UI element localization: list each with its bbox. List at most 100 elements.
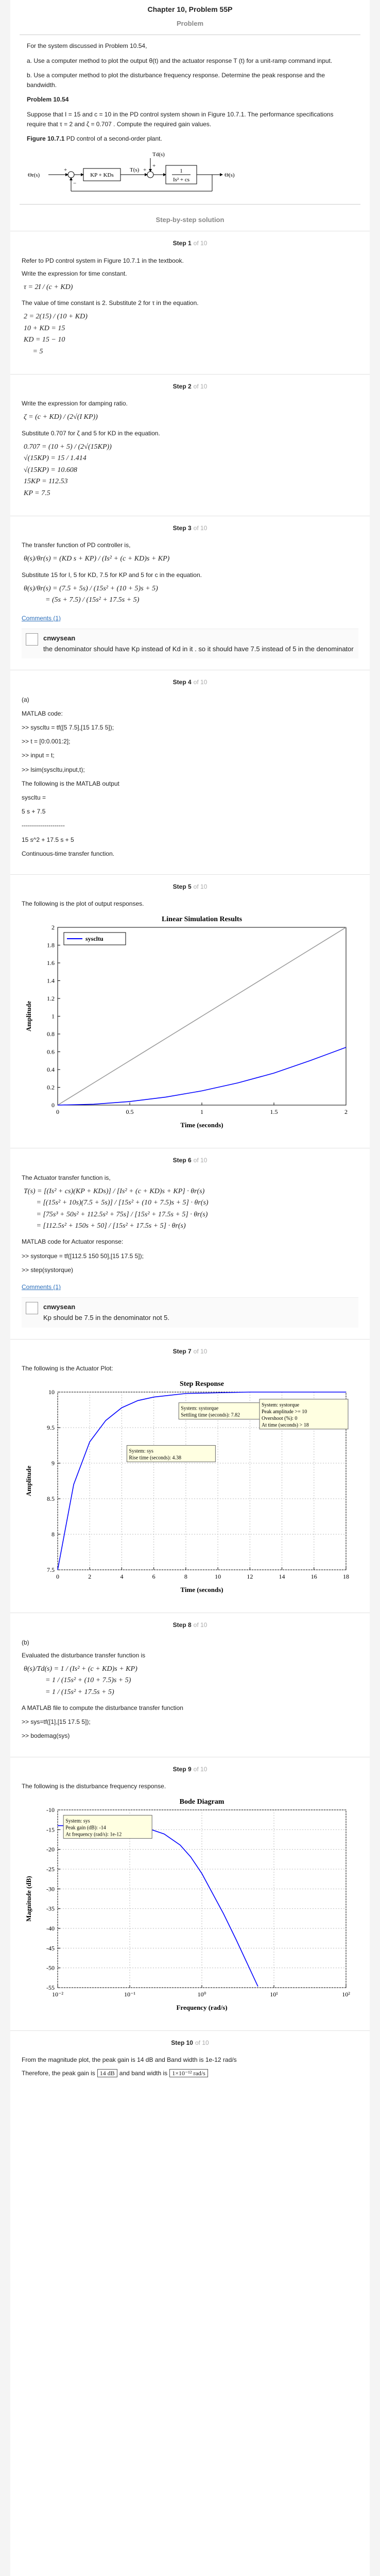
annotation-text: Rise time (seconds): 4.38 [129,1455,181,1461]
y-axis-label: Amplitude [25,1001,32,1031]
paragraph: Write the expression for time constant. [22,269,127,277]
diagram-sign: + [152,163,156,169]
x-tick-label: 4 [120,1573,123,1580]
step-count: of 10 [193,1621,208,1629]
equation: θ(s)/θr(s) = (7.5 + 5s) / (15s² + (10 + … [24,583,358,606]
paragraph: Substitute 15 for I, 5 for KD, 7.5 for K… [22,571,202,579]
comment-body: cnwysean the denominator should have Kp i… [43,633,354,655]
page-title: Chapter 10, Problem 55P [147,5,233,13]
problem-part: a. Use a computer method to plot the out… [27,57,333,64]
code-line: >> t = [0:0.001:2]; [22,738,71,745]
paragraph: From the magnitude plot, the peak gain i… [22,2056,237,2064]
paragraph: Refer to PD control system in Figure 10.… [22,257,184,264]
step: Step 5 of 10 The following is the plot of … [10,874,370,1148]
paragraph: The following is the Actuator Plot: [22,1364,113,1372]
x-tick-label: 14 [279,1573,285,1580]
x-tick-label: 10¹ [270,1991,278,1998]
answer-text: and band width is [119,2069,168,2077]
x-tick-label: 10⁻¹ [124,1991,135,1998]
equation-line: ζ = (c + KD) / (2√(I KP)) [24,413,98,421]
annotation-box [63,1815,152,1839]
solution-card: Chapter 10, Problem 55P Problem For the … [10,0,370,2576]
step-count: of 10 [193,383,208,391]
paragraph: The transfer function of PD controller i… [22,541,131,549]
y-tick-label: 9.5 [47,1424,55,1431]
code-line: syscltu = [22,793,46,801]
annotation-text: System: systorque [262,1402,300,1408]
comment-body: cnwysean Kp should be 7.5 in the denomina… [43,1302,169,1324]
y-tick-label: 0.4 [47,1066,55,1073]
problem-part: b. Use a computer method to plot the dis… [27,72,325,89]
equation-line: √(15KP) = 10.608 [24,466,77,474]
equation: 2 = 2(15) / (10 + KD) 10 + KD = 15 KD = 15… [24,311,358,358]
series-line [57,1392,346,1570]
equation-line: √(15KP) = 15 / 1.414 [24,454,87,463]
equation-line: τ = 2I / (c + KD) [24,283,73,291]
step-count: of 10 [193,524,208,532]
step: Step 1 of 10 Refer to PD control system in… [10,231,370,374]
step-label: Step 9 [172,1765,192,1773]
figure-label: Figure 10.7.1 [27,135,65,143]
x-tick-label: 18 [343,1573,349,1580]
diagram-sign: − [73,180,76,187]
step: Step 6 of 10 The Actuator transfer functio… [10,1148,370,1338]
code-line: >> syscltu = tf([5 7.5],[15 17.5 5]); [22,724,114,732]
y-tick-label: 1.2 [47,995,55,1002]
step-header: Step 2 of 10 [22,382,358,392]
diagram-input: Θr(s) [28,172,40,178]
equation-line: T(s) = [(Is² + cs)(KP + KDs)] / [Is² + (… [24,1187,205,1195]
code-line: 5 s + 7.5 [22,808,46,816]
annotation-text: System: sys [129,1449,153,1454]
plot-area [57,1809,347,1988]
comments-link[interactable]: Comments (1) [22,614,61,622]
y-tick-label: -25 [46,1866,55,1873]
diagram-lines [48,158,223,192]
y-tick-label: -45 [46,1944,55,1952]
y-tick-label: 1 [51,1013,55,1020]
figure-caption: Figure 10.7.1 PD control of a second-ord… [27,134,353,144]
code-block: A MATLAB file to compute the disturbance… [22,1703,358,1741]
code-line: >> systorque = tf([112.5 150 50],[15 17.… [22,1252,144,1260]
legend-label: syscltu [85,935,103,942]
y-tick-label: -50 [46,1964,55,1972]
y-tick-label: 0 [51,1101,55,1109]
x-tick-label: 0.5 [126,1108,134,1115]
step: Step 7 of 10 The following is the Actuator… [10,1338,370,1613]
equation: ζ = (c + KD) / (2√(I KP)) [24,412,358,423]
annotation-text: Overshoot (%): 0 [262,1416,297,1421]
x-tick-label: 16 [311,1573,317,1580]
y-tick-label: 9 [51,1460,55,1467]
annotation-box [178,1402,268,1420]
y-tick-label: -15 [46,1826,55,1833]
equation: θ(s)/θr(s) = (KD s + KP) / (Is² + (c + K… [24,553,358,565]
y-tick-label: 0.8 [47,1030,55,1038]
diagram-torque: T(s) [130,167,140,173]
comment: cnwysean Kp should be 7.5 in the denomina… [22,1297,358,1328]
code-block: MATLAB code for Actuator response: >> sys… [22,1237,358,1275]
diagram-sign: + [64,167,67,173]
comments-link[interactable]: Comments (1) [22,1283,61,1291]
step-header: Step 1 of 10 [22,239,358,248]
comment-text: the denominator should have Kp instead o… [43,645,354,653]
annotation-box [259,1399,349,1430]
x-tick-label: 10⁰ [198,1991,206,1998]
annotation-text: System: sys [65,1818,90,1824]
step-count: of 10 [193,679,208,686]
diagram-plant-den: Is² + cs [173,177,189,183]
paragraph: Evaluated the disturbance transfer funct… [22,1651,146,1659]
code-line: MATLAB code for Actuator response: [22,1238,124,1246]
x-tick-label: 1.5 [270,1108,278,1115]
paragraph: The following is the disturbance frequen… [22,1782,166,1790]
equation-line: = 5 [24,347,43,355]
step-label: Step 8 [172,1621,192,1629]
y-tick-label: 7.5 [47,1566,55,1573]
figure-caption-text: PD control of a second-order plant. [66,135,162,143]
avatar [26,633,38,646]
y-tick-label: -30 [46,1885,55,1892]
step-label: Step 10 [171,2039,193,2047]
code-line: The following is the MATLAB output [22,779,119,787]
equation-line: θ(s)/Td(s) = 1 / (Is² + (c + KD)s + KP) [24,1665,137,1673]
code-line: >> sys=tf([1],[15 17.5 5]); [22,1718,91,1726]
equation-line: = 1 / (15s² + 17.5s + 5) [24,1688,114,1696]
